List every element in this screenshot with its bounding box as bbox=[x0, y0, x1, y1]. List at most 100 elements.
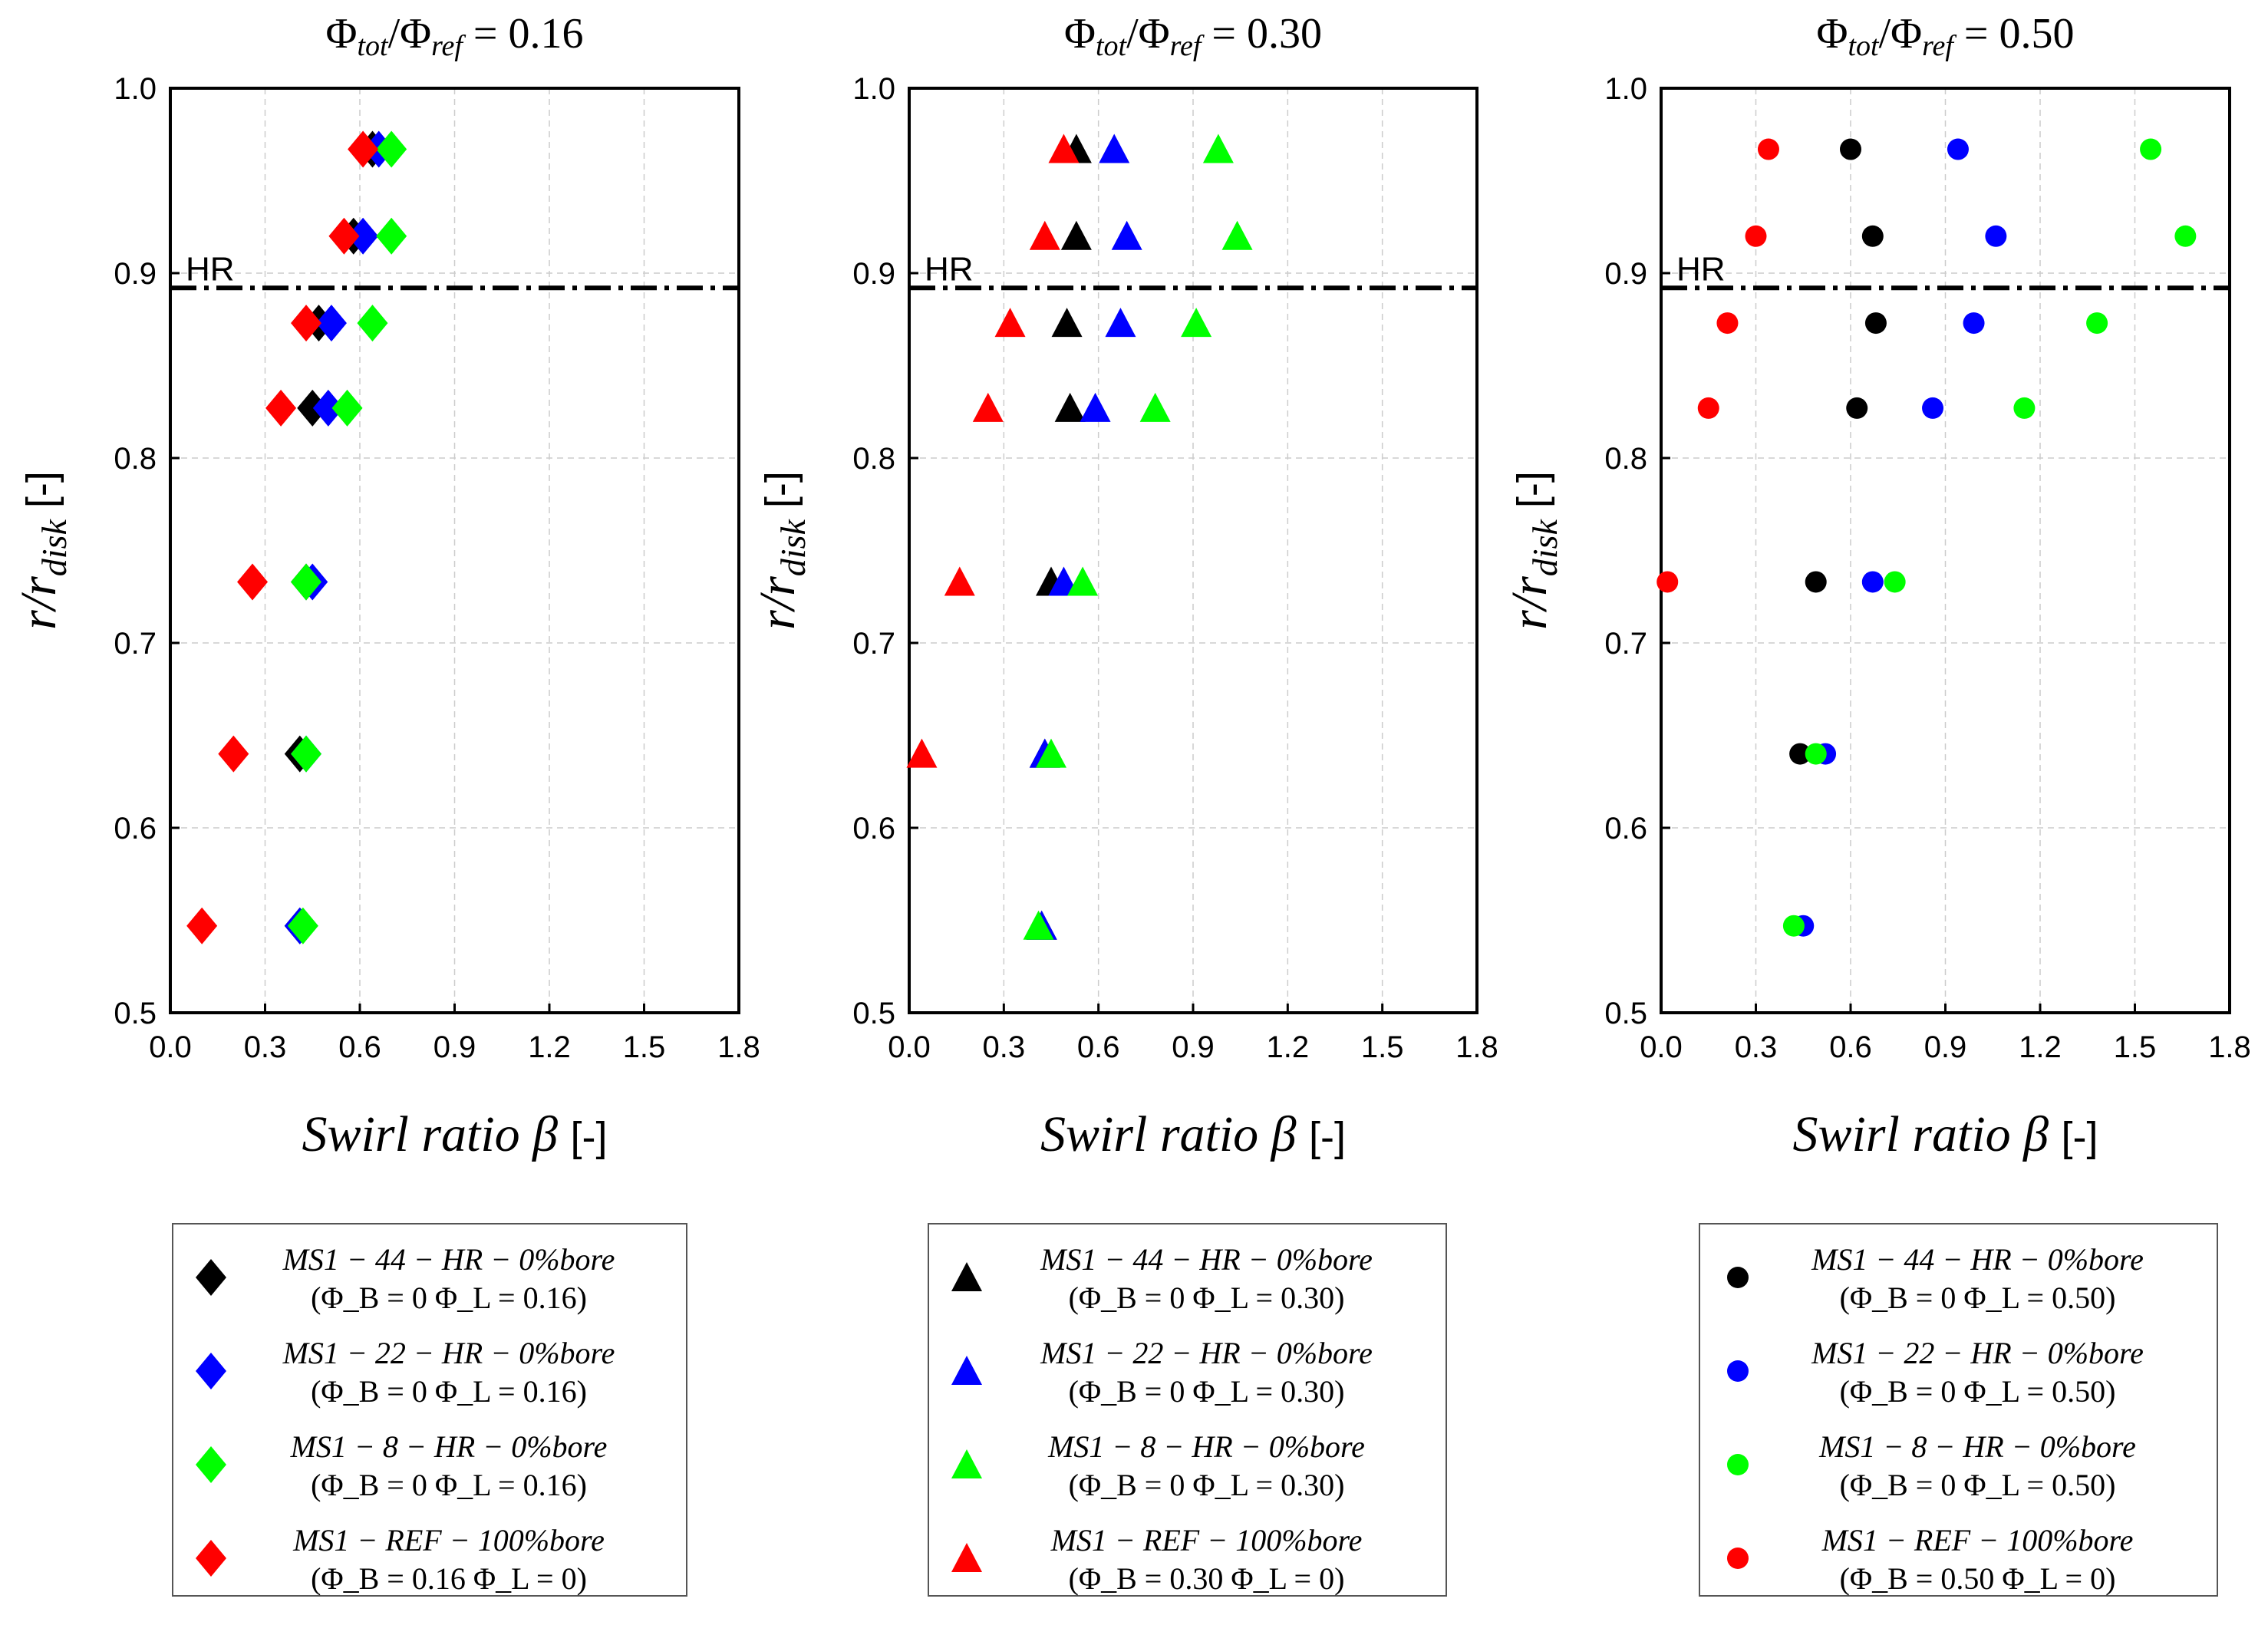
data-point-series-2 bbox=[1947, 138, 1969, 160]
data-point-series-4 bbox=[218, 735, 249, 773]
legend-series-name: MS1 − 44 − HR − 0%bore bbox=[1040, 1242, 1373, 1277]
data-point-series-4 bbox=[1697, 397, 1719, 419]
x-axis-label: Swirl ratio β [-] bbox=[1040, 1106, 1346, 1162]
y-tick-label: 0.8 bbox=[852, 442, 895, 476]
data-point-series-4 bbox=[265, 389, 297, 427]
x-tick-label: 0.9 bbox=[1172, 1030, 1215, 1064]
data-point-series-3 bbox=[1884, 571, 1906, 593]
legend-frame bbox=[928, 1223, 1447, 1597]
grid bbox=[909, 88, 1477, 1013]
legend-marker bbox=[1727, 1548, 1749, 1569]
data-point-series-4 bbox=[1745, 225, 1767, 247]
legend-series-condition: (Φ_B = 0 Φ_L = 0.16) bbox=[311, 1374, 587, 1409]
data-point-series-3 bbox=[2174, 225, 2197, 247]
panel-1: 0.0 0.3 0.6 0.9 1.2 1.5 1.8 0.5 0.6 0.7 0.8 0.9 1.0 H… bbox=[11, 10, 760, 1597]
y-tick-label: 1.0 bbox=[1604, 72, 1647, 106]
legend-series-name: MS1 − 44 − HR − 0%bore bbox=[1811, 1242, 2144, 1277]
y-tick-label: 0.6 bbox=[114, 812, 157, 845]
legend-series-condition: (Φ_B = 0 Φ_L = 0.50) bbox=[1840, 1281, 2116, 1315]
y-tick-label: 0.6 bbox=[1604, 812, 1647, 845]
y-axis-label: r/rdisk [-] bbox=[11, 471, 74, 630]
y-axis-label: r/rdisk [-] bbox=[750, 471, 813, 630]
plot-frame bbox=[169, 87, 740, 1014]
chart-title: Φtot/Φref = 0.50 bbox=[1817, 10, 2075, 62]
data-point-series-3 bbox=[1023, 910, 1054, 940]
data-point-series-3 bbox=[287, 907, 318, 944]
data-point-series-2 bbox=[315, 305, 347, 342]
data-point-series-4 bbox=[237, 563, 269, 601]
legend-series-condition: (Φ_B = 0 Φ_L = 0.50) bbox=[1840, 1468, 2116, 1502]
data-point-series-4 bbox=[944, 566, 975, 596]
y-tick-label: 0.7 bbox=[852, 627, 895, 661]
legend-series-name: MS1 − 22 − HR − 0%bore bbox=[1040, 1336, 1373, 1370]
data-point-series-4 bbox=[1048, 133, 1080, 163]
data-point-series-4 bbox=[291, 305, 322, 342]
hr-label: HR bbox=[186, 250, 235, 288]
legend-marker bbox=[196, 1446, 226, 1483]
legend-series-condition: (Φ_B = 0 Φ_L = 0.30) bbox=[1069, 1374, 1345, 1409]
legend-series-condition: (Φ_B = 0 Φ_L = 0.16) bbox=[311, 1281, 587, 1315]
data-point-series-3 bbox=[2086, 312, 2108, 335]
hr-label: HR bbox=[1676, 250, 1726, 288]
legend-series-name: MS1 − 22 − HR − 0%bore bbox=[282, 1336, 615, 1370]
data-point-series-2 bbox=[1111, 220, 1142, 250]
data-points bbox=[186, 130, 407, 944]
legend-series-condition: (Φ_B = 0.30 Φ_L = 0) bbox=[1069, 1561, 1345, 1596]
data-point-series-4 bbox=[972, 392, 1004, 422]
y-tick-label: 1.0 bbox=[852, 72, 895, 106]
y-tick-label: 0.6 bbox=[852, 812, 895, 845]
x-tick-label: 0.0 bbox=[1640, 1030, 1683, 1064]
data-point-series-3 bbox=[1805, 743, 1827, 765]
data-point-series-3 bbox=[376, 217, 407, 255]
data-point-series-1 bbox=[1054, 392, 1086, 422]
legend-series-condition: (Φ_B = 0 Φ_L = 0.30) bbox=[1069, 1281, 1345, 1315]
x-tick-label: 1.2 bbox=[1267, 1030, 1310, 1064]
y-tick-label: 0.7 bbox=[114, 627, 157, 661]
x-tick-label: 0.3 bbox=[244, 1030, 287, 1064]
x-tick-label: 1.8 bbox=[2208, 1030, 2251, 1064]
data-point-series-3 bbox=[1139, 392, 1171, 422]
x-tick-label: 1.5 bbox=[623, 1030, 666, 1064]
y-tick-label: 0.5 bbox=[1604, 997, 1647, 1030]
data-point-series-2 bbox=[1861, 571, 1884, 593]
data-point-series-1 bbox=[1861, 225, 1884, 247]
legend-frame bbox=[1699, 1223, 2218, 1597]
x-tick-label: 0.3 bbox=[983, 1030, 1026, 1064]
data-point-series-2 bbox=[312, 389, 344, 427]
data-point-series-1 bbox=[1060, 220, 1092, 250]
data-point-series-4 bbox=[906, 738, 938, 768]
data-point-series-1 bbox=[1789, 743, 1811, 765]
hr-label: HR bbox=[925, 250, 974, 288]
data-point-series-3 bbox=[1181, 308, 1212, 338]
legend: MS1 − 44 − HR − 0%bore (Φ_B = 0 Φ_L = 0.1… bbox=[172, 1223, 687, 1597]
legend-marker bbox=[196, 1540, 226, 1577]
x-tick-label: 1.5 bbox=[1361, 1030, 1404, 1064]
x-tick-label: 1.2 bbox=[528, 1030, 571, 1064]
y-tick-label: 0.9 bbox=[1604, 257, 1647, 291]
x-tick-label: 0.3 bbox=[1735, 1030, 1778, 1064]
legend-marker bbox=[951, 1262, 982, 1291]
data-point-series-3 bbox=[291, 563, 322, 601]
data-point-series-4 bbox=[1029, 220, 1060, 250]
x-tick-label: 0.0 bbox=[149, 1030, 192, 1064]
legend-marker bbox=[951, 1356, 982, 1385]
data-point-series-3 bbox=[331, 389, 363, 427]
x-axis-label: Swirl ratio β [-] bbox=[1792, 1106, 2098, 1162]
data-point-series-3 bbox=[291, 735, 322, 773]
x-tick-label: 0.6 bbox=[338, 1030, 381, 1064]
data-point-series-3 bbox=[2140, 138, 2162, 160]
y-tick-label: 0.7 bbox=[1604, 627, 1647, 661]
plot-frame bbox=[1660, 87, 2231, 1014]
data-point-series-4 bbox=[1716, 312, 1739, 335]
x-tick-label: 0.6 bbox=[1077, 1030, 1120, 1064]
data-point-series-4 bbox=[186, 907, 218, 944]
legend-series-condition: (Φ_B = 0 Φ_L = 0.16) bbox=[311, 1468, 587, 1502]
y-tick-label: 0.8 bbox=[114, 442, 157, 476]
x-tick-label: 1.8 bbox=[1455, 1030, 1498, 1064]
x-tick-label: 1.2 bbox=[2019, 1030, 2062, 1064]
y-tick-label: 1.0 bbox=[114, 72, 157, 106]
x-tick-label: 0.9 bbox=[1924, 1030, 1967, 1064]
legend-marker bbox=[951, 1449, 982, 1478]
data-point-series-2 bbox=[1985, 225, 2007, 247]
legend-series-name: MS1 − REF − 100%bore bbox=[1050, 1523, 1363, 1557]
